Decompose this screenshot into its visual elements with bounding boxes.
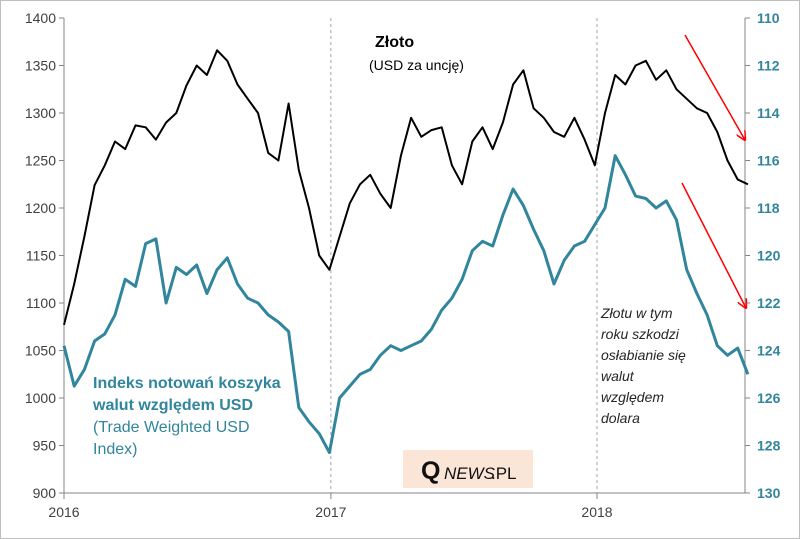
note-line-1: Złotu w tym [600,305,673,321]
right-tick-label: 110 [757,10,780,26]
right-tick-label: 130 [757,485,781,501]
left-tick-label: 1350 [25,58,56,74]
logo-pl: .PL [491,464,517,483]
note-line-5: względem [601,389,664,405]
note-line-4: walut [601,368,635,384]
note-line-2: roku szkodzi [601,326,680,342]
left-tick-label: 1200 [25,200,56,216]
right-tick-label: 128 [757,438,781,454]
qnews-logo: Q NEWS .PL [403,450,533,488]
left-tick-label: 950 [33,438,57,454]
gold-price-line [63,49,749,326]
right-tick-label: 120 [757,248,781,264]
right-tick-label: 118 [757,200,780,216]
right-tick-label: 124 [757,343,781,359]
note-line-3: osłabianie się [601,347,686,363]
chart-title: Złoto [375,34,414,51]
usd-label-line-2: walut względem USD [92,397,253,414]
left-tick-label: 1050 [25,343,56,359]
right-tick-label: 122 [757,295,781,311]
left-tick-label: 1100 [26,295,56,311]
logo-q: Q [421,457,440,485]
left-tick-label: 1000 [25,390,56,406]
right-tick-label: 112 [757,58,780,74]
usd-label-line-1: Indeks notowań koszyka [93,375,281,392]
usd-label-line-4: Index) [93,441,137,458]
usd-index-line [62,154,750,455]
left-tick-label: 1400 [25,10,56,26]
chart-subtitle: (USD za uncję) [369,57,464,73]
usd-label-line-3: (Trade Weighted USD [93,419,250,436]
x-tick-label: 2016 [48,504,79,520]
logo-news: NEWS [444,464,496,483]
left-tick-label: 900 [33,485,57,501]
right-tick-label: 114 [757,105,780,121]
x-tick-label: 2018 [581,504,612,520]
trend-arrow-gold [684,34,745,140]
left-tick-label: 1300 [25,105,56,121]
trend-arrow-usd [681,182,746,308]
right-tick-label: 116 [757,153,780,169]
x-tick-label: 2017 [315,504,346,520]
right-tick-label: 126 [757,390,781,406]
left-tick-label: 1250 [25,153,56,169]
note-line-6: dolara [601,410,640,426]
left-tick-label: 1150 [26,248,56,264]
